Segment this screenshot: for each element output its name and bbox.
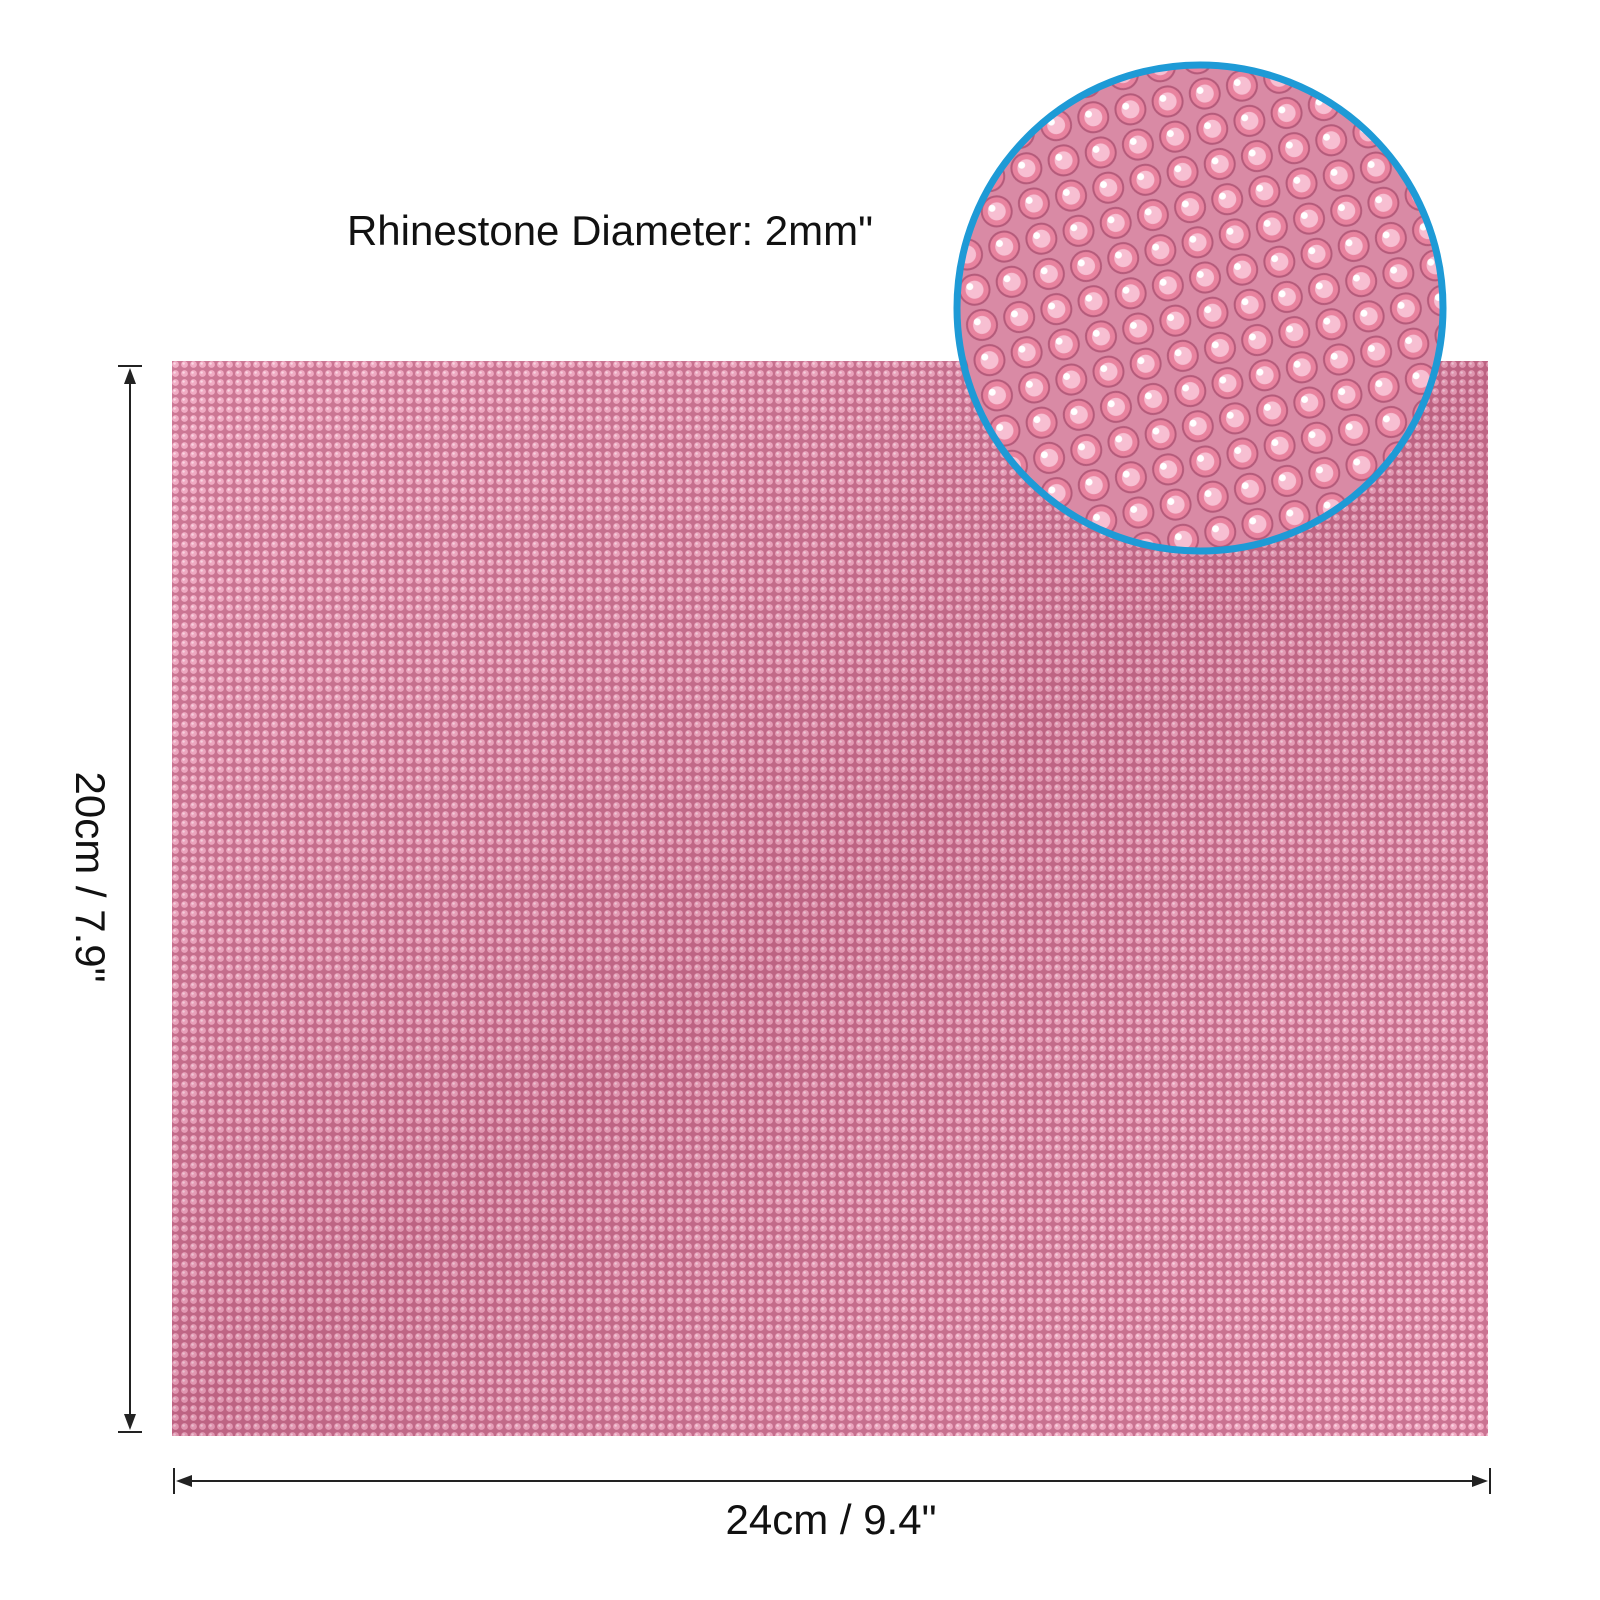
height-dimension	[118, 365, 142, 1433]
width-dimension	[173, 1468, 1491, 1494]
height-label: 20cm / 7.9"	[67, 771, 114, 982]
zoom-inset	[953, 61, 1447, 555]
caption: Rhinestone Diameter: 2mm"	[347, 207, 873, 254]
width-label: 24cm / 9.4"	[725, 1496, 936, 1543]
